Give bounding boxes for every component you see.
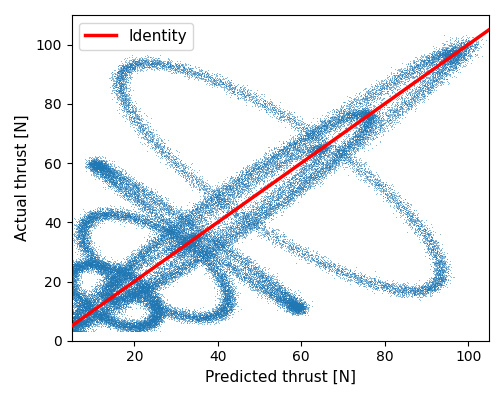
Legend: Identity: Identity (79, 23, 193, 50)
Y-axis label: Actual thrust [N]: Actual thrust [N] (15, 114, 30, 241)
X-axis label: Predicted thrust [N]: Predicted thrust [N] (205, 370, 356, 385)
